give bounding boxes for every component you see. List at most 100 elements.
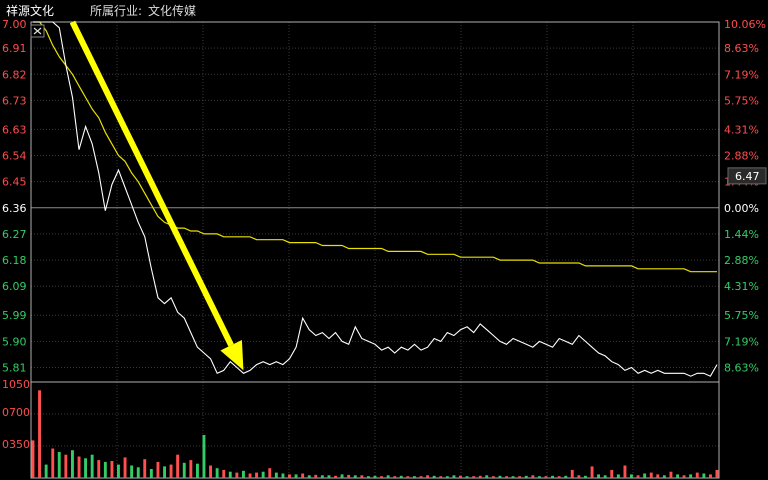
price-tick-label: 5.81 [2,361,27,374]
volume-bar [360,475,364,478]
volume-bar [222,469,226,478]
price-tick-label: 6.82 [2,68,27,81]
volume-bar [228,471,232,478]
volume-bar [288,474,291,478]
volume-bar [31,440,35,478]
price-tick-label: 6.54 [2,150,27,163]
current-price-box [727,167,767,185]
volume-bar [38,390,41,478]
volume-bar [176,454,180,478]
volume-bar [616,474,620,478]
volume-bar [353,475,357,478]
price-tick-label: 7.00 [2,18,27,31]
volume-bar [511,476,515,478]
close-icon[interactable] [30,24,45,38]
volume-bar [610,469,614,478]
volume-bar [130,465,134,478]
volume-bar [643,473,647,478]
volume-bar [557,476,561,478]
volume-bar [597,474,600,478]
arrow-shaft [69,20,234,347]
volume-bar [491,476,495,478]
volume-bar [149,469,153,478]
price-tick-label: 6.73 [2,94,27,107]
percent-tick-label: 7.19% [724,335,759,348]
volume-bar [209,465,212,478]
volume-bar [117,464,120,478]
volume-bar [432,475,436,478]
percent-tick-label: 5.75% [724,94,759,107]
price-tick-label: 6.36 [2,202,27,215]
volume-bar [182,462,186,478]
volume-bar [452,475,456,478]
volume-tick-label: 0350 [2,438,30,451]
volume-bar [531,475,535,478]
price-tick-label: 6.91 [2,42,27,55]
volume-bar [662,475,666,478]
volume-bar [334,475,337,478]
percent-tick-label: 8.63% [724,42,759,55]
volume-bar [584,475,587,478]
volume-bar [709,474,712,478]
volume-bar [682,475,686,478]
percent-axis-labels: 10.06% 8.63% 7.19% 5.75% 4.31% 2.88% 1.44% 0.00… [724,18,766,374]
volume-bar [235,472,239,478]
volume-bar [281,473,285,478]
volume-bar [274,472,278,478]
percent-tick-label: 4.31% [724,280,759,293]
volume-bar [426,475,429,478]
volume-bar [445,476,449,478]
volume-bar [380,476,383,478]
volume-tick-label: 1050 [2,378,30,391]
volume-bar [51,448,55,478]
volume-bar [307,475,311,478]
volume-bar [524,475,528,478]
current-price-marker: 6.47 [727,167,767,185]
volume-bar [636,475,640,478]
volume-bar [505,476,508,478]
volume-bar [386,475,390,478]
price-line [33,21,718,377]
volume-tick-label: 0700 [2,406,30,419]
percent-tick-label: 5.75% [724,309,759,322]
percent-tick-label: 10.06% [724,18,766,31]
volume-bar [163,466,166,478]
volume-bar [340,474,344,478]
volume-bar [327,475,331,478]
volume-bar [248,473,252,478]
volume-bar [623,465,627,478]
arrow-head [220,339,244,371]
volume-bar [57,452,61,478]
volume-bar [44,464,48,478]
percent-tick-label: 7.19% [724,68,759,81]
volume-bar [564,475,568,478]
volume-bar [715,469,719,478]
volume-bar [399,475,403,478]
grid-lines [31,21,719,478]
price-tick-label: 6.18 [2,254,27,267]
volume-bar [465,476,469,478]
volume-bar [689,474,693,478]
volume-bar [347,474,351,478]
average-price-line [33,21,717,273]
volume-bar [242,470,245,478]
volume-bar [439,476,443,478]
price-axis-labels: 7.00 6.91 6.82 6.73 6.63 6.54 6.45 6.36 6.27 6.18… [2,18,27,374]
price-tick-label: 5.99 [2,309,27,322]
volume-bar [406,476,410,478]
price-tick-label: 6.63 [2,123,27,136]
volume-bar [373,475,377,478]
volume-bar [261,471,265,478]
percent-tick-label: 2.88% [724,150,759,163]
price-tick-label: 5.90 [2,335,27,348]
volume-bar [630,474,633,478]
percent-tick-label: 4.31% [724,123,759,136]
industry-value[interactable]: 文化传媒 [148,4,197,18]
volume-bar [702,473,706,478]
percent-tick-label: 0.00% [724,202,759,215]
stock-name[interactable]: 祥源文化 [6,4,55,18]
volume-bar [485,475,489,478]
volume-bar [413,476,416,478]
